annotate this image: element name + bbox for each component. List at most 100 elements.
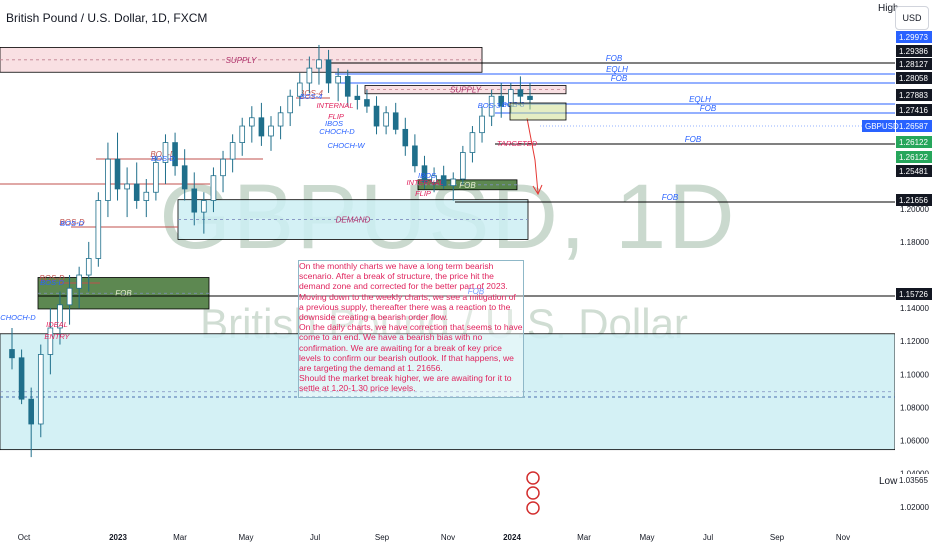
candle-body (287, 95, 293, 114)
price-marker-value: 1.29973 (899, 33, 928, 42)
key-level-label: EQLH (689, 95, 711, 104)
analysis-paragraph: On the monthly charts we have a long ter… (299, 261, 508, 292)
candle-body (210, 175, 217, 201)
annotation-label: CHOCH-W (327, 141, 365, 150)
price-marker-value: 1.25481 (899, 167, 928, 176)
currency-button[interactable]: USD (895, 6, 929, 30)
candle-body (57, 304, 63, 329)
annotation-label: CHOCH-D (0, 313, 36, 322)
price-marker-value: 1.26587 (899, 122, 928, 131)
x-axis-tick-label: Nov (836, 533, 850, 542)
candle-body (37, 354, 44, 425)
y-axis-tick-label: 1.12000 (900, 337, 929, 346)
candle-body (153, 162, 159, 193)
annotation-label: CHOCH-D (319, 127, 355, 136)
projection-arrow-head (532, 184, 543, 196)
annotation-label: INTERNAL (316, 101, 353, 110)
low-label: Low (879, 476, 898, 487)
x-axis-tick-label: Nov (441, 533, 455, 542)
candle-body (440, 175, 447, 187)
candle-body (488, 95, 495, 117)
annotation-label: TARGETED (497, 139, 538, 148)
candle-body (172, 142, 178, 167)
candle-body (162, 142, 169, 163)
annotation-label: BOS-3 (478, 101, 501, 110)
price-marker-badge (896, 89, 932, 101)
price-marker-value: 1.26122 (899, 138, 928, 147)
candle-body (28, 398, 34, 425)
candle-body (306, 67, 313, 84)
y-axis-tick-label: 1.14000 (900, 304, 929, 313)
candle-body (344, 75, 351, 97)
annotation-label: BOS-4 (300, 92, 323, 101)
candle-body (133, 183, 140, 201)
annotation-label: FLIP (328, 112, 344, 121)
y-axis-tick-label: 1.06000 (900, 437, 929, 446)
price-marker-value: 1.15726 (899, 290, 928, 299)
candle-body (95, 200, 102, 259)
candle-body (498, 95, 505, 107)
candle-body (421, 165, 428, 183)
candle-body (181, 165, 188, 190)
candle-body (383, 112, 389, 127)
candle-body (239, 125, 246, 143)
price-marker-badge (896, 72, 932, 84)
x-axis-tick-label: May (639, 533, 654, 542)
y-axis-tick-label: 1.10000 (900, 370, 929, 379)
key-level-label: FOB (685, 135, 702, 144)
price-marker-badge (896, 474, 932, 486)
annotation-label: ENTRY (44, 332, 70, 341)
price-marker-value: 1.28127 (899, 60, 928, 69)
price-marker-badge (896, 151, 932, 163)
candle-body (479, 115, 485, 134)
symbol-tag-label: GBPUSD (865, 122, 899, 131)
candle-body (517, 89, 524, 97)
candle-body (469, 132, 476, 153)
x-axis-tick-label: Sep (770, 533, 785, 542)
key-level-label: FOB (662, 193, 679, 202)
entry-zone-box (509, 102, 567, 121)
x-axis-tick-label: Jul (703, 533, 713, 542)
analysis-paragraph: Moving down to the weekly charts, we see… (299, 291, 516, 323)
x-axis-tick-label: Mar (173, 533, 187, 542)
candle-body (114, 158, 121, 190)
candle-body (105, 158, 111, 201)
candle-body (354, 95, 361, 100)
zone-label: DEMAND (336, 216, 371, 225)
price-marker-value: 1.29386 (899, 47, 928, 56)
analysis-paragraph: On the daily charts, we have correction … (299, 322, 523, 374)
x-axis-tick-label: Mar (577, 533, 591, 542)
annotation-label: FLIP (415, 189, 431, 198)
candle-body (335, 75, 341, 84)
annotation-label: BOS-D (60, 219, 84, 228)
event-flag-icon[interactable] (526, 471, 540, 485)
analysis-text-box: On the monthly charts we have a long ter… (298, 260, 524, 398)
price-marker-badge (896, 136, 932, 148)
price-marker-badge (896, 45, 932, 57)
annotation-label: IBOS (418, 171, 436, 180)
annotation-label: INTERNAL (406, 178, 443, 187)
candle-body (325, 59, 332, 84)
price-marker-badge (896, 58, 932, 70)
candle-body (143, 191, 150, 201)
candle-body (450, 178, 457, 187)
y-axis-tick-label: 1.02000 (900, 503, 929, 512)
candle-body (431, 175, 437, 183)
event-flag-icon[interactable] (526, 486, 540, 500)
candle-body (364, 99, 370, 107)
candle-body (9, 349, 15, 359)
zone-label: FOB (115, 289, 132, 298)
candle-body (66, 287, 73, 306)
event-flag-icon[interactable] (526, 501, 540, 515)
price-marker-value: 1.21656 (899, 196, 928, 205)
zone-label: SUPPLY (450, 86, 482, 95)
key-level-label: BOS-D (39, 274, 65, 283)
candle-body (277, 112, 284, 127)
price-marker-badge (896, 194, 932, 206)
key-level-label: EQLH (606, 65, 628, 74)
key-level-label: FOB (700, 104, 717, 113)
candle-body (268, 125, 274, 137)
projection-arrow-path (526, 117, 539, 194)
